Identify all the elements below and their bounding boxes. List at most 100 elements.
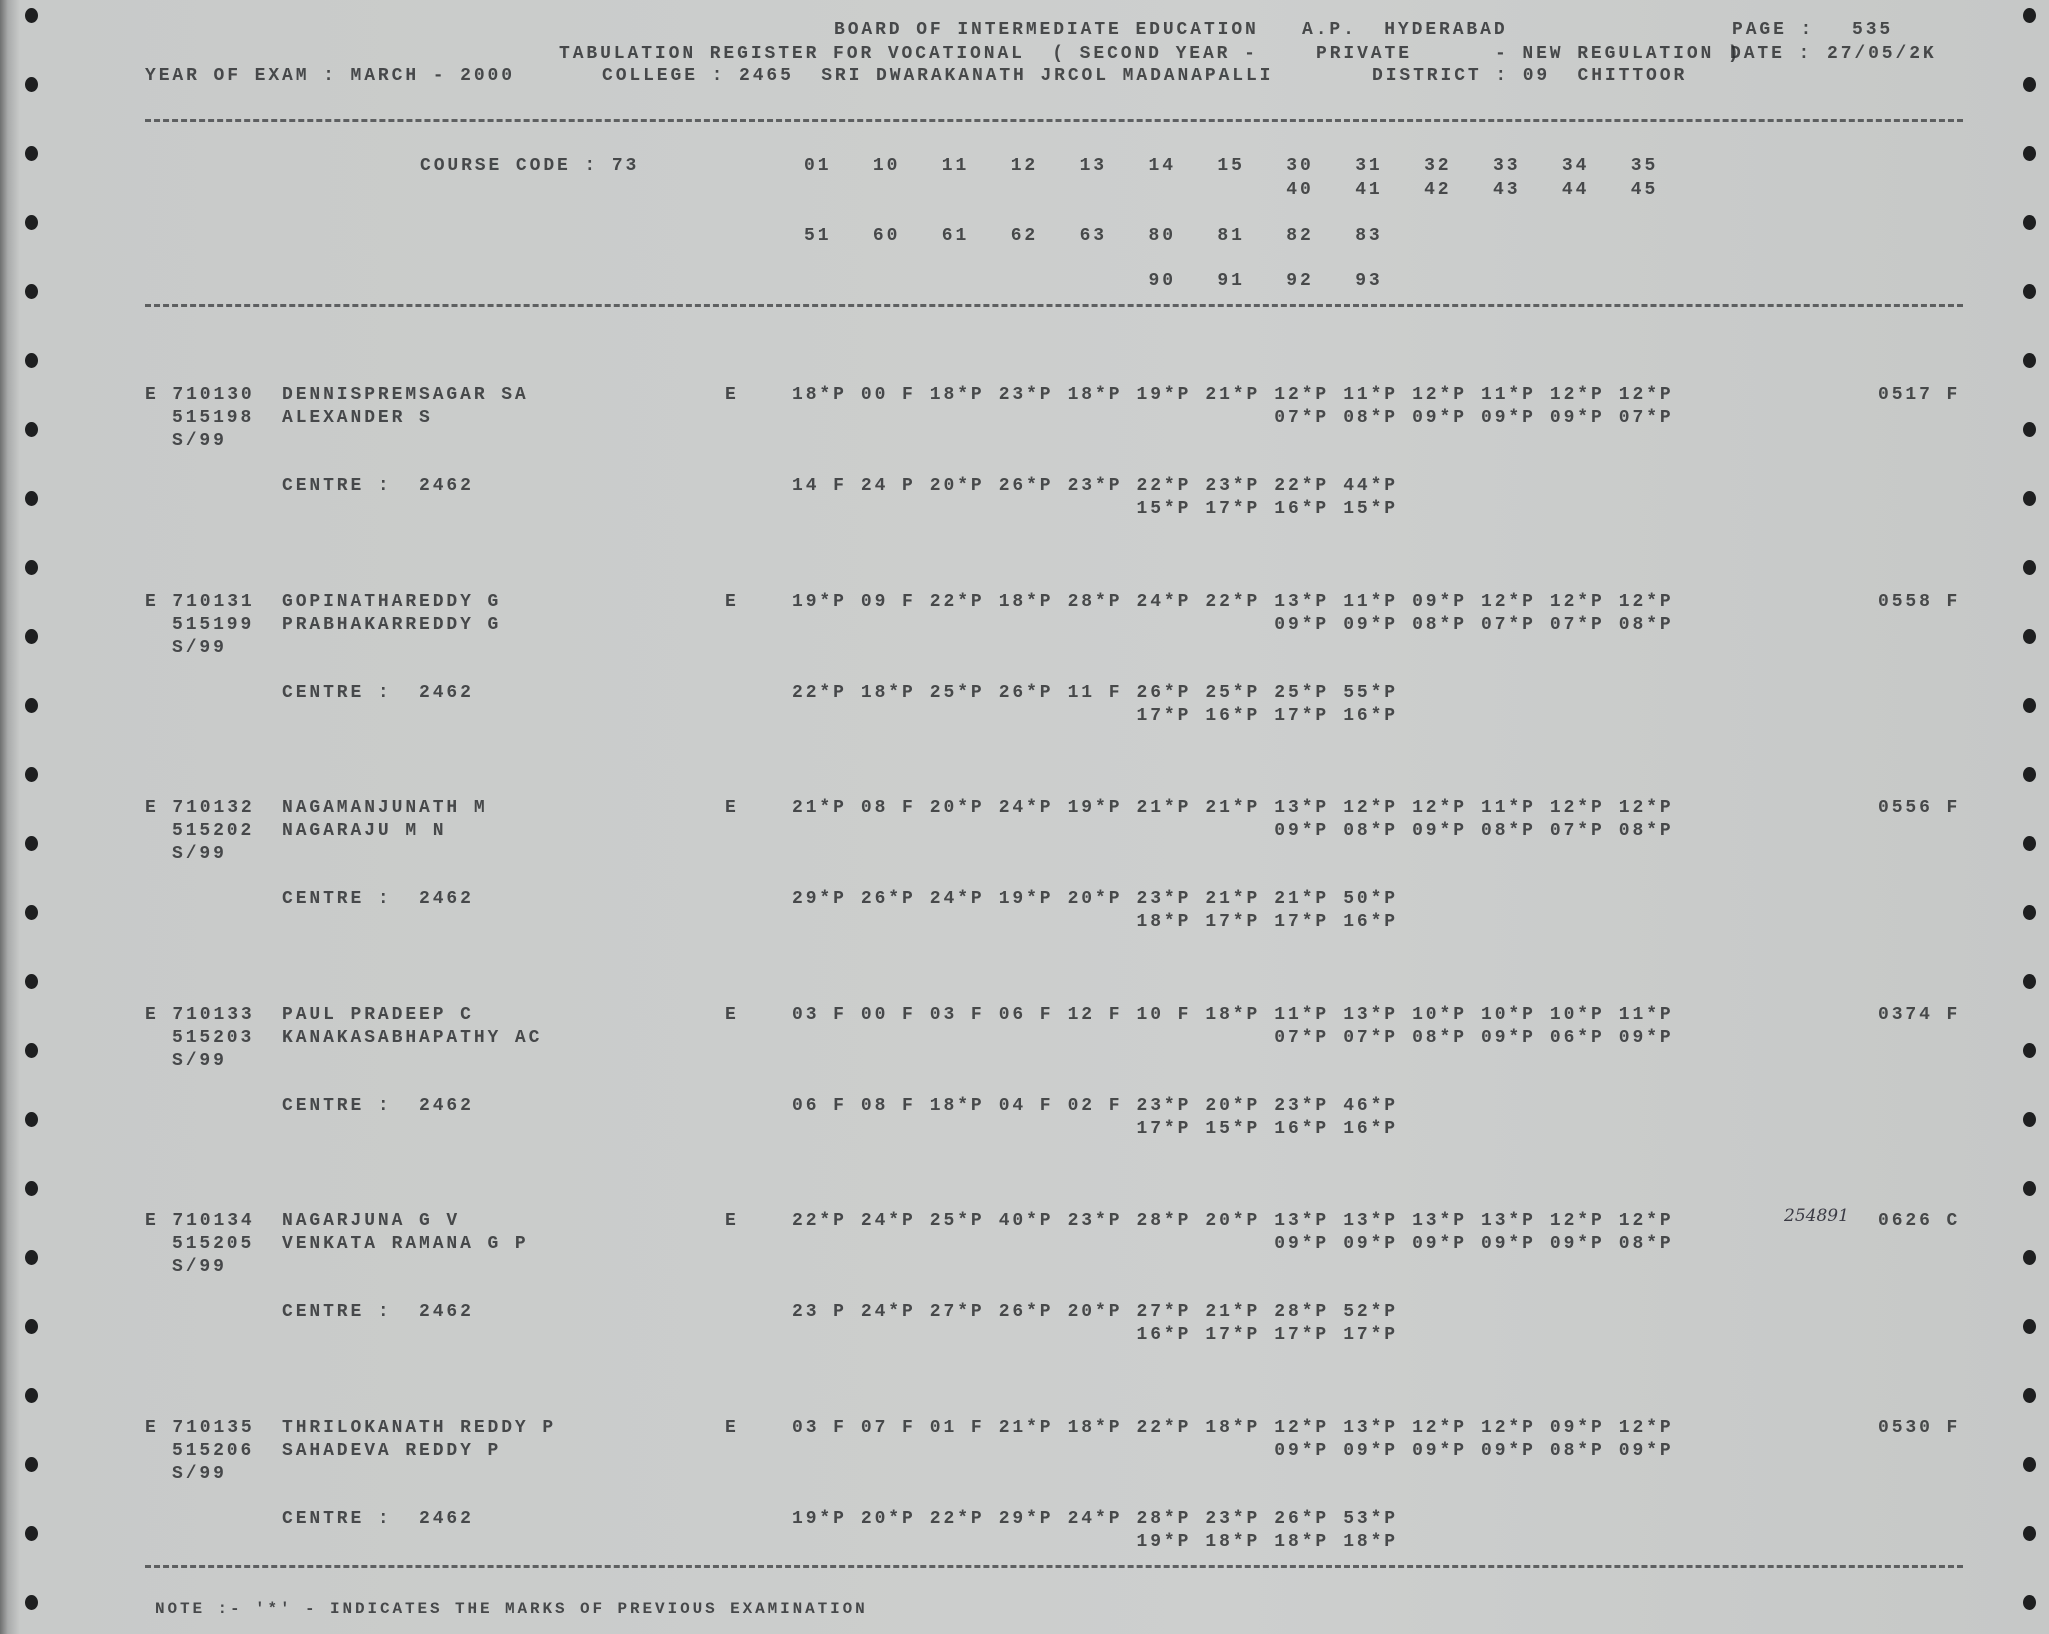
mark-cell: 12*P [1549,385,1605,405]
mark-cell: 16*P [1274,1118,1330,1139]
mark-cell: 13*P [1412,1211,1467,1231]
tractor-hole-icon [25,146,38,161]
mark-cell: 28*P [1274,1302,1330,1322]
mark-cell: 13*P [1481,1211,1536,1231]
mark-cell: 09*P [1412,821,1467,841]
student-id: 515199 [172,614,255,635]
tractor-hole-icon [2023,491,2036,506]
mark-cell: 17*P [1205,1325,1261,1345]
session: S/99 [172,637,227,658]
mark-cell: 09*P [1412,1234,1467,1254]
subject-code: 43 [1493,180,1521,200]
subject-code: 51 [804,226,832,246]
mark-cell: 18*P [1205,1004,1261,1025]
divider [145,1565,1963,1568]
mark-cell: 10*P [1549,1004,1605,1025]
tractor-hole-icon [25,560,38,575]
mark-cell: 16*P [1136,1325,1192,1345]
mark-cell: 08*P [1412,614,1467,635]
mark-cell: 21*P [1205,1302,1261,1322]
subject-code: 33 [1493,156,1521,176]
tractor-hole-icon [2023,422,2036,437]
mark-cell: 25*P [929,1211,985,1231]
mark-cell: 24*P [860,1211,916,1231]
mark-cell: 25*P [1205,682,1261,703]
subject-code: 83 [1355,226,1383,246]
total-result: 0626 C [1878,1211,1961,1231]
exam-centre: CENTRE : 2462 [282,476,474,496]
mark-cell: 08*P [1618,614,1674,635]
mark-cell: 12*P [1549,798,1605,818]
mark-cell: 24*P [860,1302,916,1322]
board-title: BOARD OF INTERMEDIATE EDUCATION [834,20,1259,40]
mark-cell: 27*P [1136,1302,1192,1322]
mark-cell: 11*P [1618,1004,1674,1025]
mark-cell: 16*P [1343,912,1398,932]
subject-code: 81 [1217,226,1245,246]
mark-cell: 11*P [1481,385,1536,405]
roll-number: E 710132 [145,798,255,818]
subject-code: 93 [1355,271,1383,291]
mark-cell: 22*P [1136,1417,1192,1438]
exam-centre: CENTRE : 2462 [282,682,474,703]
tractor-hole-icon [25,767,38,782]
print-date: 27/05/2K [1827,44,1937,64]
medium: E [725,1211,739,1231]
roll-number: E 710135 [145,1417,255,1438]
mark-cell: 09*P [1618,1027,1674,1048]
mark-cell: 16*P [1343,705,1398,726]
mark-cell: 09*P [1481,408,1536,428]
subject-code: 92 [1286,271,1314,291]
subject-code: 40 [1286,180,1314,200]
subject-code: 34 [1561,156,1590,176]
mark-cell: 21*P [998,1417,1054,1438]
course-code: COURSE CODE : 73 [420,156,640,176]
exam-centre: CENTRE : 2462 [282,1302,474,1322]
tractor-hole-icon [2023,767,2036,782]
mark-cell: 09*P [1412,591,1467,612]
tractor-hole-icon [2023,1043,2036,1058]
medium: E [725,591,739,612]
subject-code: 90 [1148,271,1176,291]
mark-cell: 13*P [1274,591,1330,612]
mark-cell: 07*P [1481,614,1536,635]
mark-cell: 09*P [1343,1234,1398,1254]
mark-cell: 24*P [929,889,985,909]
tractor-hole-icon [2023,146,2036,161]
mark-cell: 17*P [1205,499,1261,519]
student-id: 515202 [172,821,255,841]
mark-cell: 11*P [1481,798,1536,818]
subject-code: 14 [1148,156,1176,176]
student-id: 515205 [172,1234,255,1254]
tractor-hole-icon [25,698,38,713]
mark-cell: 13*P [1343,1417,1398,1438]
subject-code: 60 [872,226,901,246]
tractor-hole-icon [25,1319,38,1334]
mark-cell: 18*P [1067,385,1123,405]
tractor-hole-icon [25,836,38,851]
subject-code: 30 [1286,156,1314,176]
tractor-hole-icon [2023,8,2036,23]
tractor-hole-icon [25,1181,38,1196]
mark-cell: 23*P [1205,476,1261,496]
mark-cell: 09*P [1481,1440,1536,1461]
subject-code: 63 [1079,226,1107,246]
mark-cell: 53*P [1343,1508,1398,1529]
mark-cell: 10 F [1136,1004,1192,1025]
mark-cell: 55*P [1343,682,1398,703]
mark-cell: 24*P [1136,591,1192,612]
tractor-hole-icon [25,905,38,920]
mark-cell: 18*P [1343,1531,1398,1552]
mark-cell: 00 F [860,1004,916,1025]
district: DISTRICT : 09 CHITTOOR [1372,66,1688,86]
subject-code: 62 [1010,226,1039,246]
roll-number: E 710131 [145,591,255,612]
tractor-hole-icon [25,1526,38,1541]
mark-cell: 23*P [1067,1211,1123,1231]
father-name: SAHADEVA REDDY P [282,1440,502,1461]
mark-cell: 15*P [1343,499,1398,519]
mark-cell: 50*P [1343,889,1398,909]
mark-cell: 07*P [1274,1027,1330,1048]
mark-cell: 52*P [1343,1302,1398,1322]
mark-cell: 08 F [860,1095,916,1116]
